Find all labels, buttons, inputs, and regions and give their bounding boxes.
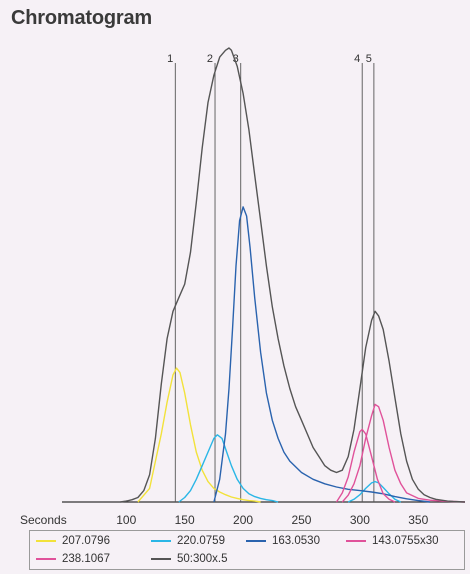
series-line [137, 367, 261, 503]
peak-marker-label: 2 [207, 53, 213, 65]
legend-swatch [36, 540, 56, 542]
legend-swatch [346, 540, 366, 542]
x-axis-label: Seconds [20, 513, 67, 527]
legend-label: 143.0755x30 [372, 535, 439, 547]
chromatogram-chart: 1 2 3 4 5 Seconds 100 150 200 250 300 350 [20, 47, 466, 527]
legend-swatch [246, 540, 266, 542]
legend-label: 207.0796 [62, 535, 110, 547]
peak-marker-label: 5 [366, 53, 372, 65]
series-line [335, 428, 396, 503]
peak-marker-label: 4 [354, 53, 360, 65]
legend-item: 238.1067 [36, 551, 110, 567]
series-line [341, 403, 466, 503]
series-line [178, 434, 279, 503]
legend-swatch [151, 558, 171, 560]
legend-label: 220.0759 [177, 535, 225, 547]
chart-title: Chromatogram [11, 7, 152, 29]
legend-item: 207.0796 [36, 533, 110, 549]
x-tick-label: 300 [350, 513, 370, 527]
legend-label: 238.1067 [62, 553, 110, 565]
series-line [213, 206, 431, 503]
peak-marker-label: 1 [167, 53, 173, 65]
x-tick-label: 250 [291, 513, 311, 527]
legend-swatch [151, 540, 171, 542]
legend-item: 143.0755x30 [346, 533, 439, 549]
legend-swatch [36, 558, 56, 560]
legend: 207.0796 220.0759 163.0530 143.0755x30 2… [29, 530, 465, 570]
legend-item: 220.0759 [151, 533, 225, 549]
x-tick-label: 150 [175, 513, 195, 527]
legend-label: 50:300x.5 [177, 553, 228, 565]
legend-item: 163.0530 [246, 533, 320, 549]
series-line [120, 47, 466, 503]
x-tick-label: 350 [408, 513, 428, 527]
x-tick-label: 200 [233, 513, 253, 527]
x-tick-label: 100 [116, 513, 136, 527]
legend-label: 163.0530 [272, 535, 320, 547]
legend-item: 50:300x.5 [151, 551, 228, 567]
peak-marker-label: 3 [233, 53, 239, 65]
